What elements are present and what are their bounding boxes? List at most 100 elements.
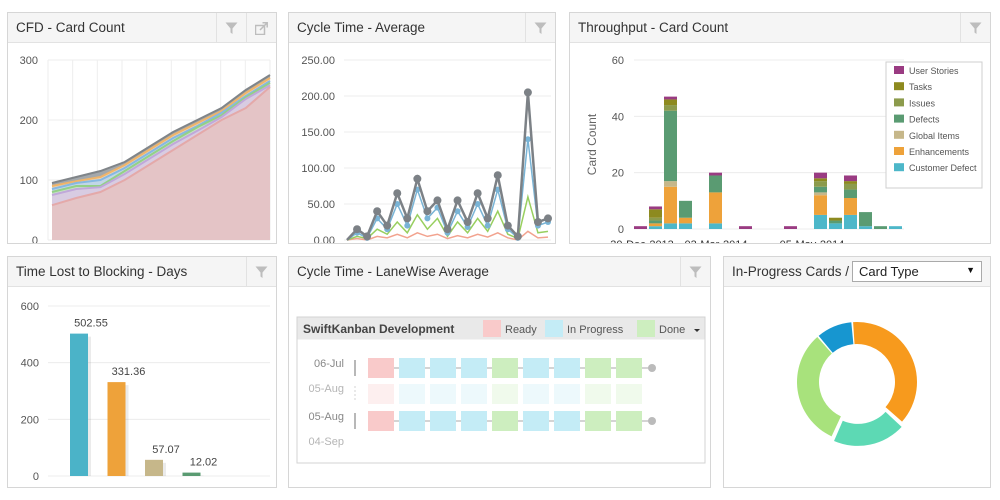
legend-label: Defects bbox=[909, 115, 940, 125]
throughput-bar-segment bbox=[664, 186, 677, 224]
data-point bbox=[503, 221, 512, 230]
lane-cell bbox=[523, 411, 549, 431]
lane-cell bbox=[554, 411, 580, 431]
throughput-bar-segment bbox=[709, 175, 722, 193]
y-tick-label: 150.00 bbox=[301, 127, 335, 139]
data-point bbox=[423, 207, 432, 216]
lane-cell bbox=[585, 384, 611, 404]
cfd-line bbox=[51, 84, 271, 196]
legend-swatch bbox=[894, 130, 904, 139]
donut-slice bbox=[834, 411, 902, 446]
throughput-bar-segment bbox=[814, 186, 827, 193]
data-point bbox=[403, 214, 412, 223]
inprogress-header: In-Progress Cards / Card Type ▼ bbox=[724, 257, 990, 287]
legend-label: In Progress bbox=[567, 324, 624, 336]
inprogress-donut bbox=[797, 322, 917, 446]
throughput-bar-segment bbox=[814, 214, 827, 229]
lane-cell bbox=[585, 411, 611, 431]
lane-cell bbox=[461, 384, 487, 404]
lane-cell bbox=[616, 384, 642, 404]
y-tick-label: 250.00 bbox=[301, 55, 335, 67]
legend-swatch bbox=[894, 66, 904, 74]
legend-label: Global Items bbox=[909, 131, 960, 141]
legend-label: Tasks bbox=[909, 82, 933, 92]
cycle-avg-header: Cycle Time - Average bbox=[289, 13, 555, 43]
card-type-select-value: Card Type bbox=[859, 264, 919, 279]
throughput-header: Throughput - Card Count bbox=[570, 13, 990, 43]
y-tick-label: 40 bbox=[612, 111, 624, 123]
filter-button[interactable] bbox=[960, 13, 990, 43]
legend-swatch bbox=[894, 163, 904, 172]
cycle-avg-title: Cycle Time - Average bbox=[297, 20, 426, 35]
date-label: 06-Jul bbox=[314, 358, 344, 370]
y-tick-label: 100 bbox=[20, 175, 38, 187]
data-point bbox=[524, 136, 531, 143]
filter-button[interactable] bbox=[525, 13, 555, 43]
x-tick-label: 03-Mar-2014 bbox=[685, 239, 748, 243]
blocking-bar bbox=[145, 459, 163, 476]
throughput-bar-segment bbox=[889, 226, 902, 229]
blocking-chart: 600 400 200 0 502.55 331.36 57.07 12.02 bbox=[21, 301, 270, 483]
cfd-area bbox=[52, 87, 270, 240]
data-point bbox=[373, 207, 382, 216]
legend-more-icon bbox=[694, 329, 700, 332]
data-point bbox=[544, 214, 552, 223]
throughput-bar-segment bbox=[784, 226, 797, 229]
data-label: 57.07 bbox=[152, 444, 180, 456]
x-tick-label: 05-May-2014 bbox=[780, 239, 845, 243]
throughput-bar-segment bbox=[739, 226, 752, 229]
y-tick-label: 0 bbox=[32, 235, 38, 243]
throughput-bar-segment bbox=[664, 223, 677, 229]
data-point bbox=[533, 218, 542, 226]
throughput-bar-segment bbox=[649, 209, 662, 218]
throughput-bar-segment bbox=[709, 223, 722, 229]
lanewise-header: Cycle Time - LaneWise Average bbox=[289, 257, 710, 287]
lane-cell bbox=[399, 358, 425, 378]
y-tick-label: 400 bbox=[21, 358, 39, 370]
y-tick-label: 0.00 bbox=[314, 235, 335, 243]
data-point bbox=[473, 189, 482, 198]
throughput-bar-segment bbox=[679, 217, 692, 224]
throughput-title: Throughput - Card Count bbox=[578, 20, 729, 35]
legend-label: Customer Defect bbox=[909, 163, 977, 173]
lane-cell bbox=[461, 411, 487, 431]
card-type-select[interactable]: Card Type ▼ bbox=[852, 261, 982, 282]
y-axis-label: Card Count bbox=[585, 113, 599, 175]
data-point bbox=[463, 218, 472, 226]
throughput-bar-segment bbox=[709, 172, 722, 176]
y-tick-label: 300 bbox=[20, 55, 38, 67]
lane-cell bbox=[430, 384, 456, 404]
lane-cell bbox=[554, 358, 580, 378]
filter-icon bbox=[689, 266, 702, 278]
data-label: 331.36 bbox=[112, 366, 146, 378]
legend-swatch bbox=[894, 82, 904, 91]
filter-button[interactable] bbox=[216, 13, 246, 43]
throughput-bar-segment bbox=[844, 183, 857, 190]
cfd-line bbox=[51, 81, 271, 193]
data-point bbox=[454, 208, 461, 215]
legend-label: Ready bbox=[505, 324, 537, 336]
throughput-bar-segment bbox=[814, 178, 827, 182]
data-point bbox=[484, 222, 491, 229]
throughput-bar-segment bbox=[649, 220, 662, 224]
lane-cell bbox=[368, 384, 394, 404]
data-point bbox=[383, 221, 392, 230]
lane-cell bbox=[492, 358, 518, 378]
throughput-bar-segment bbox=[814, 192, 827, 196]
cfd-line bbox=[51, 77, 271, 187]
throughput-bar-segment bbox=[649, 217, 662, 221]
lane-cell bbox=[616, 358, 642, 378]
y-tick-label: 200.00 bbox=[301, 91, 335, 103]
y-tick-label: 20 bbox=[612, 168, 624, 180]
throughput-bar-segment bbox=[814, 181, 827, 187]
popout-button[interactable] bbox=[246, 13, 276, 43]
lane-cell bbox=[430, 358, 456, 378]
data-point bbox=[474, 201, 481, 207]
y-tick-label: 50.00 bbox=[307, 199, 335, 211]
donut-slice bbox=[797, 337, 841, 437]
filter-button[interactable] bbox=[246, 257, 276, 287]
board-name: SwiftKanban Development bbox=[303, 322, 454, 336]
filter-button[interactable] bbox=[680, 257, 710, 287]
throughput-bar-segment bbox=[679, 200, 692, 218]
throughput-bar-segment bbox=[664, 110, 677, 182]
